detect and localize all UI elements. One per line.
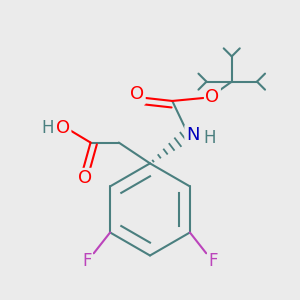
Text: N: N bbox=[186, 126, 199, 144]
Text: F: F bbox=[208, 252, 218, 270]
Text: O: O bbox=[56, 119, 70, 137]
Text: O: O bbox=[206, 88, 220, 106]
Text: O: O bbox=[130, 85, 144, 103]
Text: H: H bbox=[41, 119, 54, 137]
Text: O: O bbox=[77, 169, 92, 187]
Text: F: F bbox=[82, 252, 92, 270]
Text: H: H bbox=[203, 129, 216, 147]
